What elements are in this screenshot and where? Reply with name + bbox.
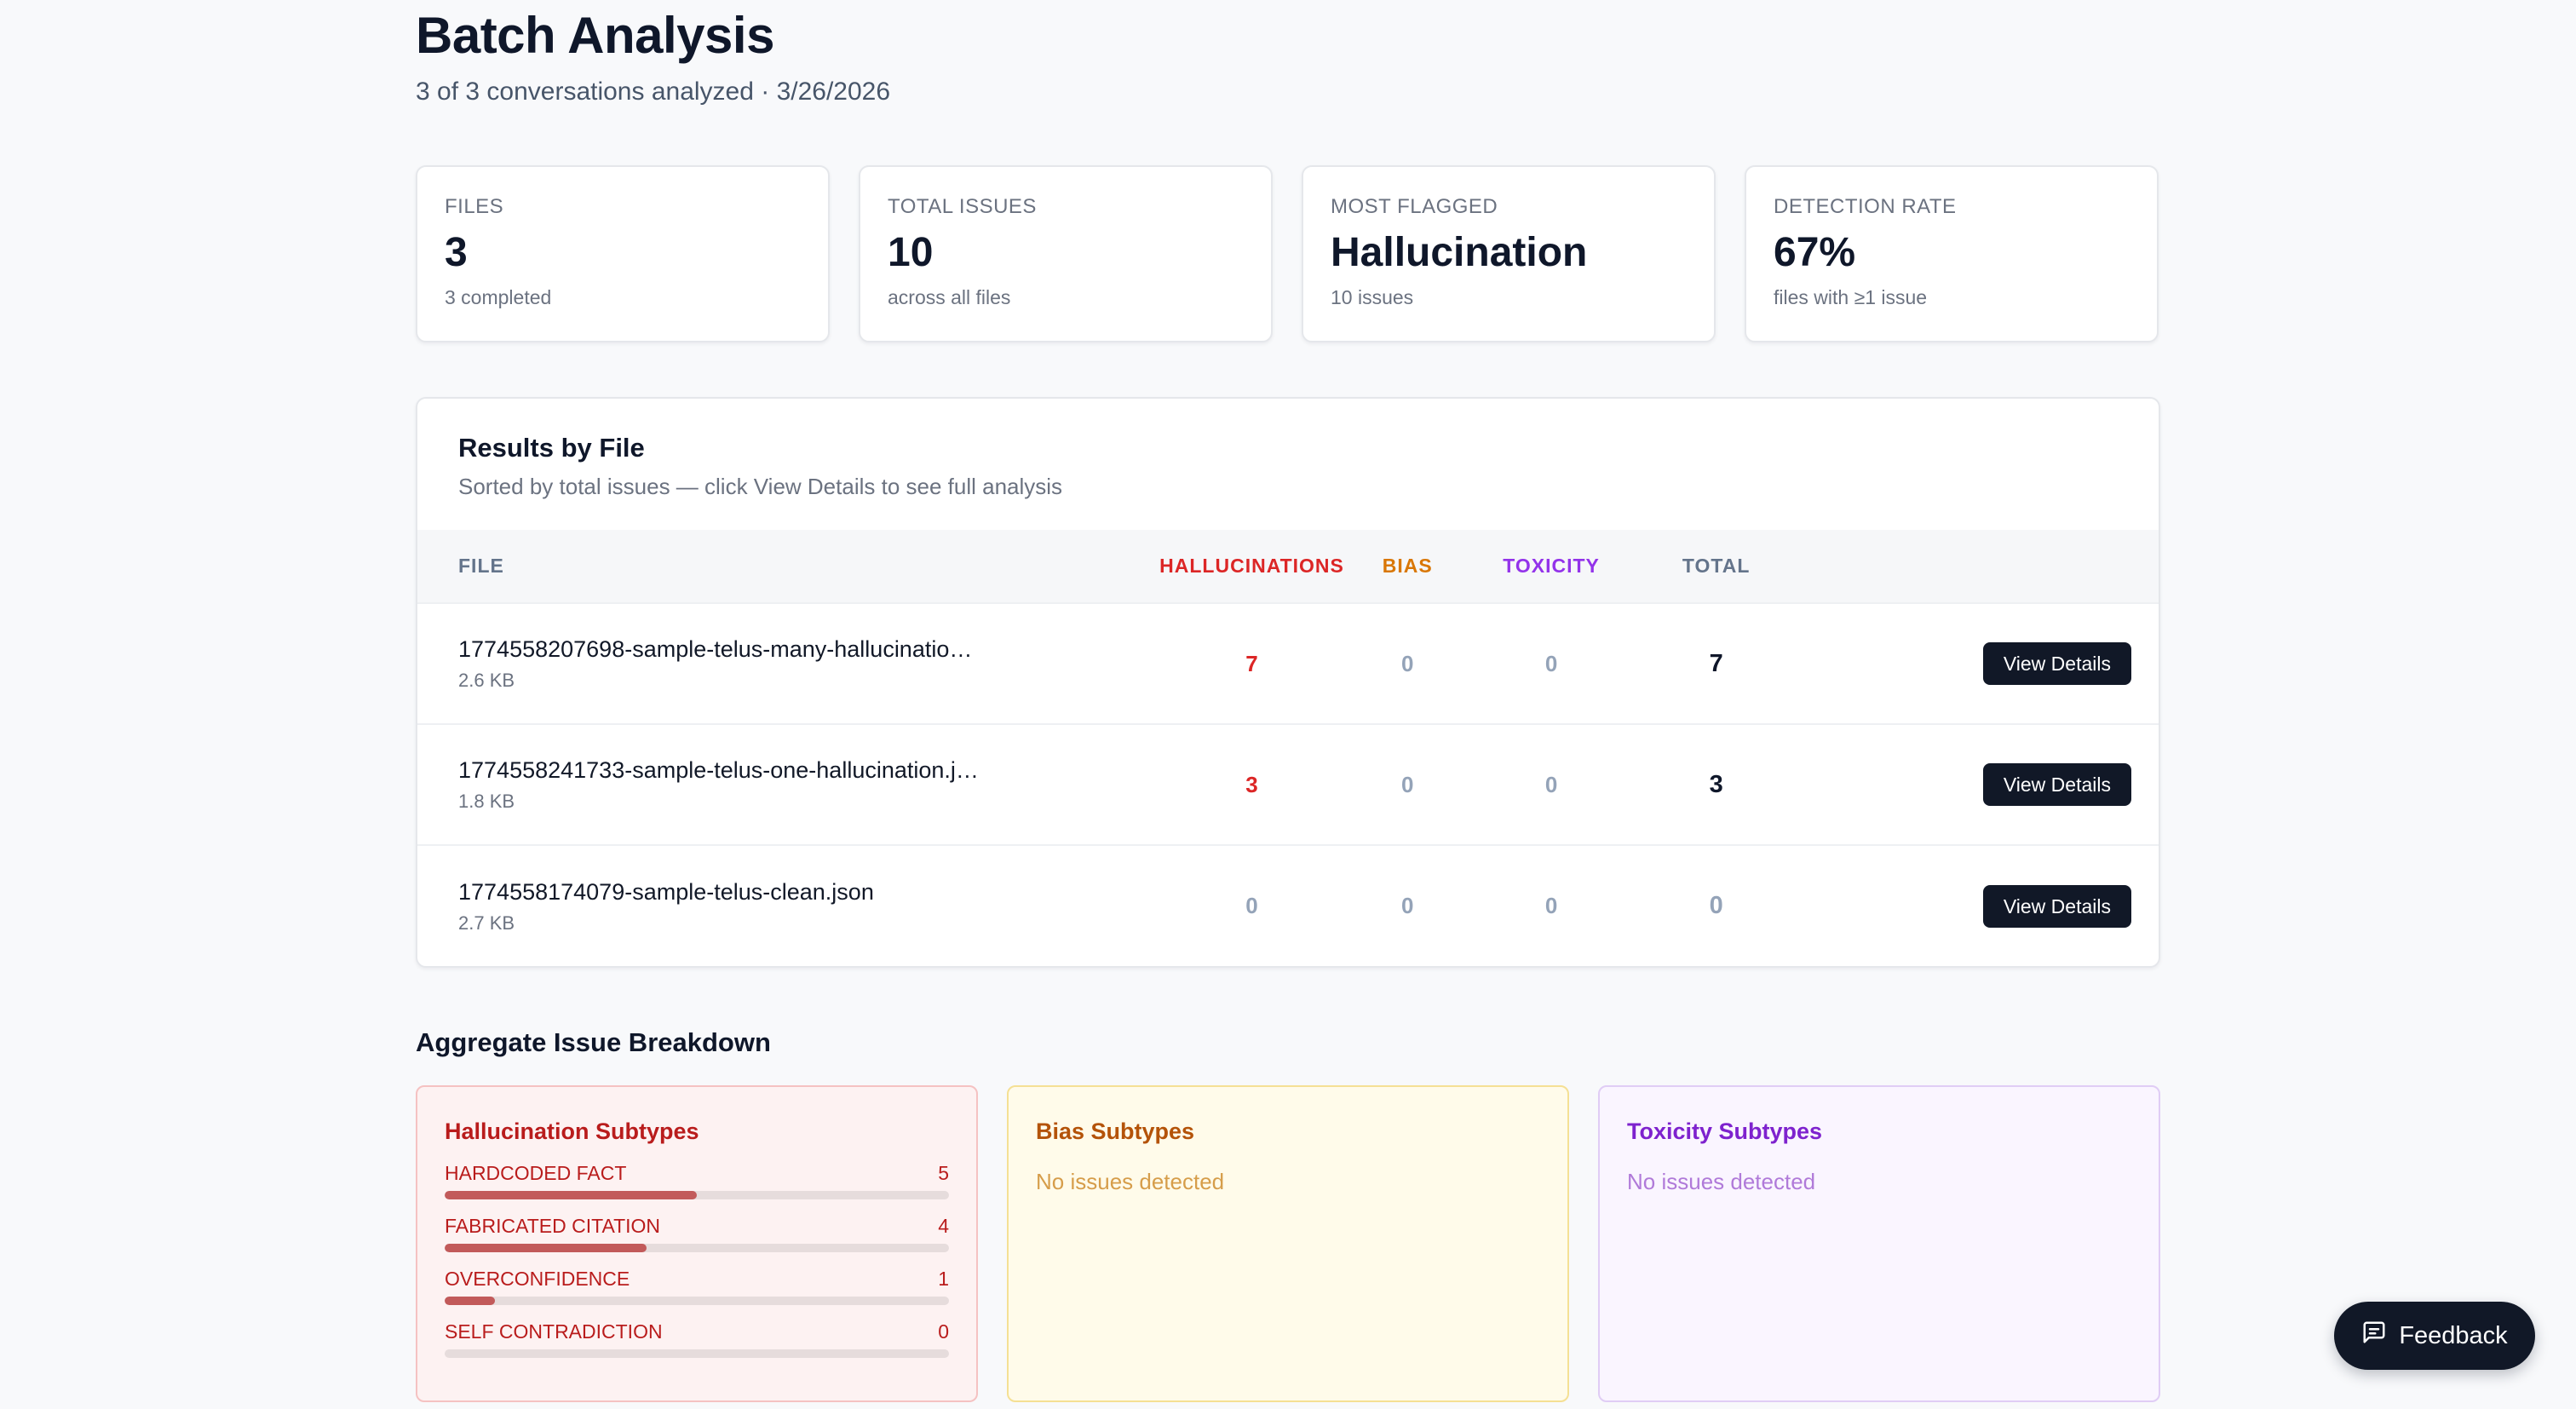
file-cell: 1774558241733-sample-telus-one-hallucina… — [417, 724, 1159, 845]
stat-card-total-issues: TOTAL ISSUES 10 across all files — [859, 165, 1273, 342]
bias-subtypes-title: Bias Subtypes — [1036, 1119, 1195, 1144]
subtype-bar-fill — [445, 1191, 697, 1199]
subtype-count: 5 — [938, 1162, 949, 1184]
view-details-button[interactable]: View Details — [1982, 884, 2131, 928]
column-header-total: TOTAL — [1682, 555, 1751, 577]
view-details-button[interactable]: View Details — [1982, 763, 2131, 806]
stat-sub: 10 issues — [1331, 286, 1414, 308]
view-details-button[interactable]: View Details — [1982, 642, 2131, 685]
subtype-item: SELF CONTRADICTION 0 — [445, 1319, 949, 1358]
subtype-row: OVERCONFIDENCE 1 — [445, 1266, 949, 1291]
stat-label: FILES — [445, 195, 504, 218]
action-cell: View Details — [1801, 724, 2159, 845]
stat-label: MOST FLAGGED — [1331, 195, 1498, 218]
stat-value: 10 — [888, 230, 934, 275]
file-name: 1774558207698-sample-telus-many-hallucin… — [458, 636, 973, 662]
subtype-label: FABRICATED CITATION — [445, 1215, 661, 1237]
column-header-toxicity: TOXICITY — [1503, 555, 1600, 577]
toxicity-count: 0 — [1544, 650, 1558, 676]
column-header-bias: BIAS — [1382, 555, 1433, 577]
subtype-label: OVERCONFIDENCE — [445, 1268, 630, 1290]
hallucinations-count: 3 — [1245, 771, 1258, 797]
results-header: Results by File Sorted by total issues —… — [417, 399, 2159, 530]
results-subtitle: Sorted by total issues — click View Deta… — [458, 474, 1063, 499]
table-row: 1774558241733-sample-telus-one-hallucina… — [417, 724, 2159, 845]
action-cell: View Details — [1801, 845, 2159, 966]
total-count: 3 — [1709, 770, 1723, 798]
action-cell: View Details — [1801, 603, 2159, 724]
hallucinations-count: 0 — [1245, 893, 1258, 918]
stat-label: TOTAL ISSUES — [888, 195, 1037, 218]
column-header-actions — [1801, 530, 2159, 603]
toxicity-empty-state: No issues detected — [1627, 1169, 1816, 1194]
table-row: 1774558174079-sample-telus-clean.json 2.… — [417, 845, 2159, 966]
subtype-count: 1 — [938, 1268, 949, 1290]
file-size: 2.6 KB — [458, 670, 515, 691]
stat-card-files: FILES 3 3 completed — [416, 165, 830, 342]
page-title: Batch Analysis — [416, 7, 774, 64]
results-table: FILE HALLUCINATIONS BIAS TOXICITY TOTAL … — [417, 530, 2159, 966]
subtype-row: HARDCODED FACT 5 — [445, 1160, 949, 1186]
message-square-icon — [2361, 1320, 2387, 1352]
feedback-label: Feedback — [2399, 1321, 2508, 1349]
page-subtitle: 3 of 3 conversations analyzed · 3/26/202… — [416, 78, 891, 106]
subtype-row: SELF CONTRADICTION 0 — [445, 1319, 949, 1344]
stat-value: Hallucination — [1331, 230, 1588, 275]
bias-empty-state: No issues detected — [1036, 1169, 1225, 1194]
file-cell: 1774558207698-sample-telus-many-hallucin… — [417, 603, 1159, 724]
stat-label: DETECTION RATE — [1774, 195, 1957, 218]
bias-subtypes-card: Bias Subtypes No issues detected — [1007, 1085, 1569, 1402]
file-size: 1.8 KB — [458, 791, 515, 812]
column-header-hallucinations: HALLUCINATIONS — [1159, 555, 1344, 577]
table-row: 1774558207698-sample-telus-many-hallucin… — [417, 603, 2159, 724]
feedback-button[interactable]: Feedback — [2334, 1302, 2535, 1370]
subtype-bar-track — [445, 1191, 949, 1199]
results-title: Results by File — [458, 433, 645, 463]
file-cell: 1774558174079-sample-telus-clean.json 2.… — [417, 845, 1159, 966]
stat-value: 3 — [445, 230, 468, 275]
bias-count: 0 — [1401, 771, 1414, 797]
total-count: 0 — [1709, 892, 1723, 919]
hallucination-subtypes-title: Hallucination Subtypes — [445, 1119, 699, 1144]
subtype-count: 4 — [938, 1215, 949, 1237]
stat-sub: across all files — [888, 286, 1011, 308]
hallucination-subtypes-card: Hallucination Subtypes HARDCODED FACT 5 … — [416, 1085, 978, 1402]
subtype-bar-track — [445, 1349, 949, 1358]
stat-value: 67% — [1774, 230, 1856, 275]
subtype-count: 0 — [938, 1320, 949, 1343]
toxicity-count: 0 — [1544, 893, 1558, 918]
subtype-label: SELF CONTRADICTION — [445, 1320, 663, 1343]
aggregate-row: Hallucination Subtypes HARDCODED FACT 5 … — [416, 1085, 2160, 1402]
file-size: 2.7 KB — [458, 912, 515, 934]
subtype-label: HARDCODED FACT — [445, 1162, 627, 1184]
subtype-bar-track — [445, 1244, 949, 1252]
subtype-row: FABRICATED CITATION 4 — [445, 1213, 949, 1239]
stat-card-detection-rate: DETECTION RATE 67% files with ≥1 issue — [1745, 165, 2159, 342]
subtype-item: HARDCODED FACT 5 — [445, 1160, 949, 1199]
toxicity-count: 0 — [1544, 771, 1558, 797]
subtype-bar-fill — [445, 1297, 496, 1305]
page-container: Batch Analysis 3 of 3 conversations anal… — [416, 0, 2160, 1402]
total-count: 7 — [1709, 649, 1723, 677]
aggregate-title: Aggregate Issue Breakdown — [416, 1027, 771, 1057]
file-name: 1774558241733-sample-telus-one-hallucina… — [458, 757, 979, 783]
stat-sub: files with ≥1 issue — [1774, 286, 1928, 308]
bias-count: 0 — [1401, 893, 1414, 918]
toxicity-subtypes-title: Toxicity Subtypes — [1627, 1119, 1823, 1144]
toxicity-subtypes-card: Toxicity Subtypes No issues detected — [1598, 1085, 2160, 1402]
subtype-bar-fill — [445, 1244, 647, 1252]
subtype-bar-track — [445, 1297, 949, 1305]
subtype-item: FABRICATED CITATION 4 — [445, 1213, 949, 1252]
subtype-item: OVERCONFIDENCE 1 — [445, 1266, 949, 1305]
hallucinations-count: 7 — [1245, 650, 1258, 676]
stats-row: FILES 3 3 completed TOTAL ISSUES 10 acro… — [416, 165, 2160, 342]
stat-card-most-flagged: MOST FLAGGED Hallucination 10 issues — [1302, 165, 1716, 342]
bias-count: 0 — [1401, 650, 1414, 676]
file-name: 1774558174079-sample-telus-clean.json — [458, 878, 874, 905]
column-header-file: FILE — [458, 555, 504, 577]
stat-sub: 3 completed — [445, 286, 552, 308]
results-by-file-panel: Results by File Sorted by total issues —… — [416, 397, 2160, 968]
table-header-row: FILE HALLUCINATIONS BIAS TOXICITY TOTAL — [417, 530, 2159, 603]
